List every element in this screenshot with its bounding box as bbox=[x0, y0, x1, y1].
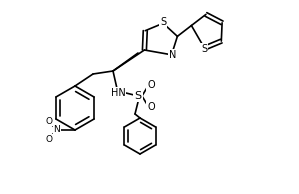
Text: O: O bbox=[45, 134, 53, 144]
Text: S: S bbox=[135, 91, 141, 101]
Text: N: N bbox=[54, 126, 60, 134]
Text: O: O bbox=[147, 102, 155, 112]
Text: N: N bbox=[169, 50, 176, 60]
Text: O: O bbox=[45, 117, 53, 126]
Text: S: S bbox=[160, 17, 166, 27]
Text: O: O bbox=[147, 80, 155, 90]
Text: S: S bbox=[201, 44, 208, 54]
Text: HN: HN bbox=[111, 88, 125, 98]
